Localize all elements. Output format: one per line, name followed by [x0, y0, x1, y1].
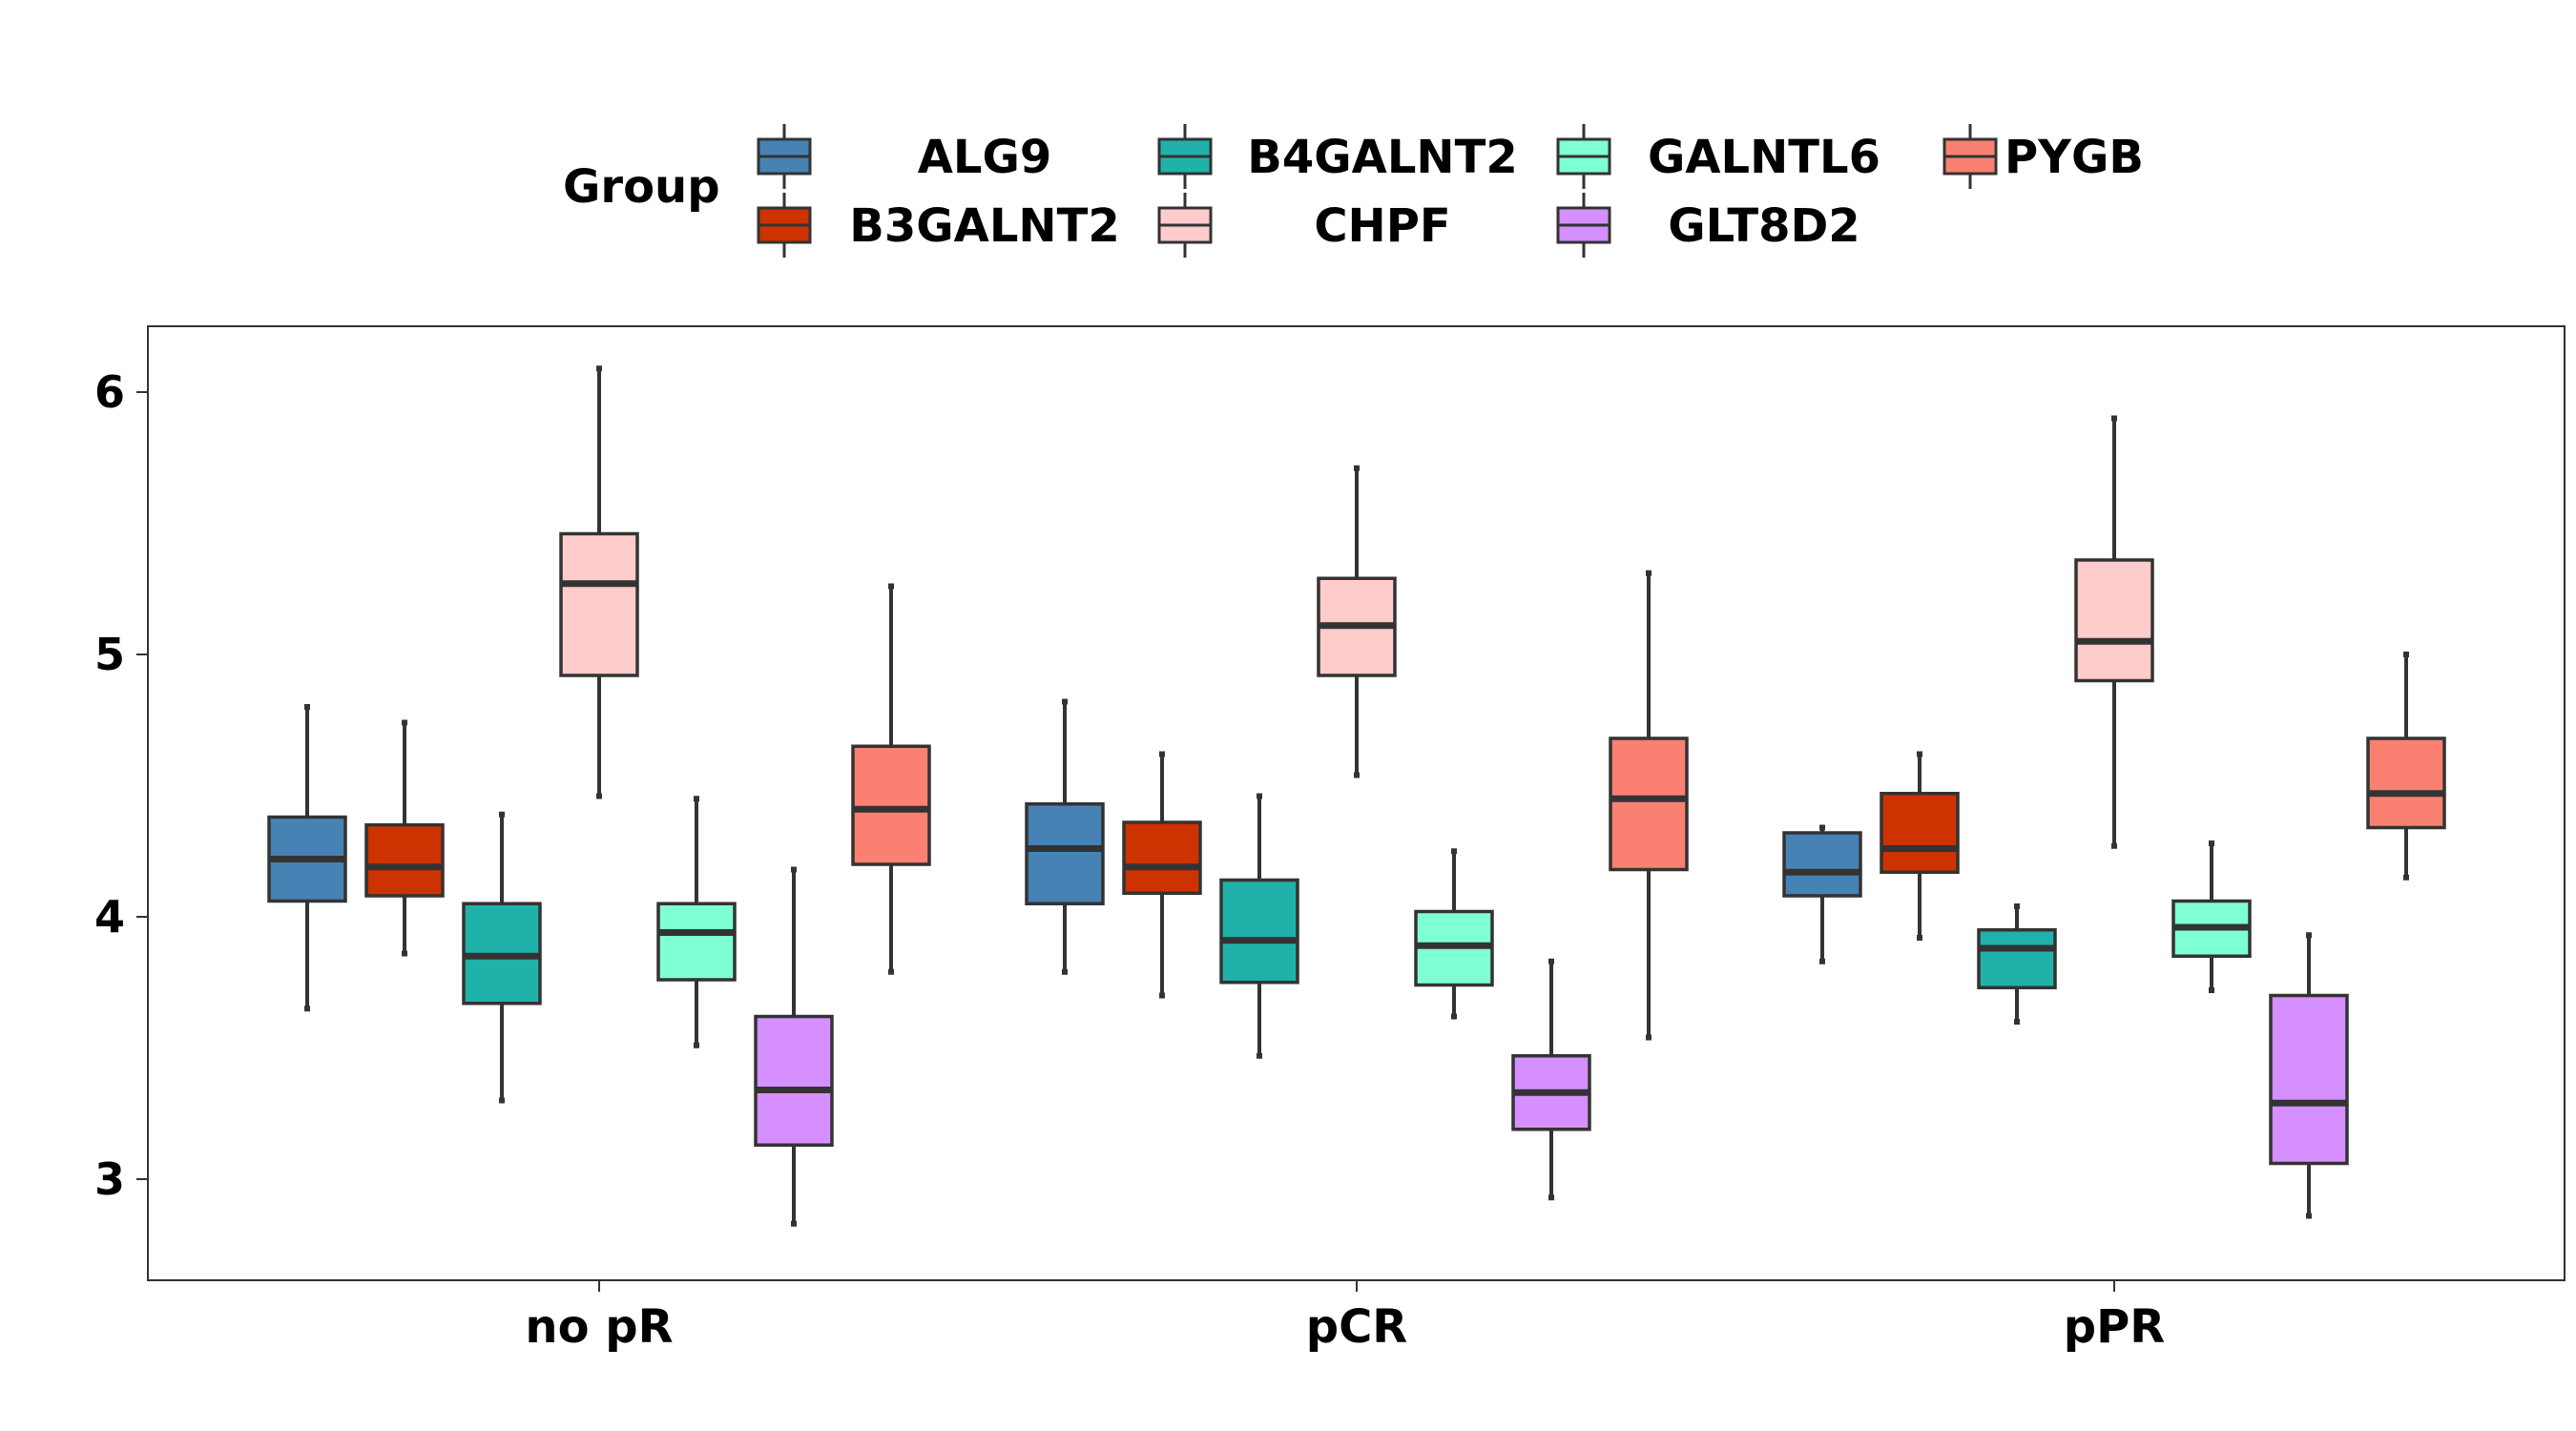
- x-tick-label-ppr: pPR: [2064, 1300, 2166, 1354]
- box-galntl6-ppr: [2171, 840, 2252, 993]
- legend-item-pygb: PYGB: [1942, 124, 2144, 189]
- iqr-box: [1219, 878, 1299, 985]
- box-b4galnt2-ppr: [1977, 903, 2057, 1025]
- iqr-box: [1880, 792, 1960, 874]
- box-alg9-no-pr: [267, 704, 347, 1012]
- iqr-box: [754, 1014, 834, 1147]
- box-b4galnt2-no-pr: [462, 811, 542, 1104]
- iqr-box: [2269, 993, 2349, 1166]
- legend-label: B4GALNT2: [1247, 131, 1517, 184]
- y-axis: 3 4 5 6: [94, 366, 148, 1205]
- box-galntl6-no-pr: [656, 796, 737, 1048]
- iqr-box: [851, 744, 931, 866]
- iqr-box: [2074, 558, 2154, 683]
- legend-item-b3galnt2: B3GALNT2: [757, 193, 1120, 258]
- y-tick-label: 6: [94, 366, 125, 418]
- iqr-box: [1122, 820, 1202, 895]
- box-pygb-no-pr: [851, 583, 931, 975]
- box-pygb-ppr: [2366, 652, 2446, 881]
- legend-item-alg9: ALG9: [757, 124, 1052, 189]
- iqr-box: [1609, 736, 1689, 872]
- box-b3galnt2-pcr: [1122, 751, 1202, 999]
- box-b3galnt2-ppr: [1880, 751, 1960, 941]
- box-glt8d2-no-pr: [754, 866, 834, 1227]
- box-glt8d2-ppr: [2269, 932, 2349, 1219]
- legend-label: CHPF: [1314, 199, 1450, 253]
- legend-label: PYGB: [2005, 131, 2144, 184]
- legend-item-b4galnt2: B4GALNT2: [1157, 124, 1518, 189]
- iqr-box: [1977, 928, 2057, 989]
- x-axis: no pR pCR pPR: [525, 1280, 2165, 1354]
- legend-item-glt8d2: GLT8D2: [1556, 193, 1860, 258]
- legend-item-chpf: CHPF: [1157, 193, 1451, 258]
- box-alg9-ppr: [1782, 824, 1862, 964]
- legend-title: Group: [563, 160, 720, 214]
- iqr-box: [2366, 736, 2446, 830]
- y-tick-label: 3: [94, 1153, 125, 1205]
- box-chpf-pcr: [1317, 465, 1397, 778]
- x-tick-label-pcr: pCR: [1306, 1300, 1408, 1354]
- iqr-box: [559, 531, 639, 677]
- legend-label: B3GALNT2: [849, 199, 1119, 253]
- iqr-box: [364, 823, 445, 898]
- iqr-box: [1025, 802, 1105, 905]
- box-chpf-ppr: [2074, 415, 2154, 849]
- box-b3galnt2-no-pr: [364, 719, 445, 957]
- legend-label: ALG9: [918, 131, 1052, 184]
- legend-item-galntl6: GALNTL6: [1556, 124, 1880, 189]
- iqr-box: [656, 902, 737, 982]
- box-glt8d2-pcr: [1511, 958, 1591, 1201]
- box-galntl6-pcr: [1414, 848, 1494, 1020]
- plot-area: [147, 325, 2566, 1281]
- box-b4galnt2-pcr: [1219, 793, 1299, 1059]
- legend-label: GALNTL6: [1648, 131, 1880, 184]
- box-alg9-pcr: [1025, 698, 1105, 975]
- y-tick-label: 5: [94, 629, 125, 680]
- y-tick-label: 4: [94, 891, 125, 943]
- legend-label: GLT8D2: [1668, 199, 1859, 253]
- box-pygb-pcr: [1609, 570, 1689, 1041]
- legend: Group ALG9 B3GALNT2 B4GALNT2 CHPF GALNTL6 GLT…: [563, 124, 2144, 258]
- x-tick-label-no-pr: no pR: [525, 1300, 673, 1354]
- iqr-box: [1782, 831, 1862, 898]
- box-chpf-no-pr: [559, 365, 639, 799]
